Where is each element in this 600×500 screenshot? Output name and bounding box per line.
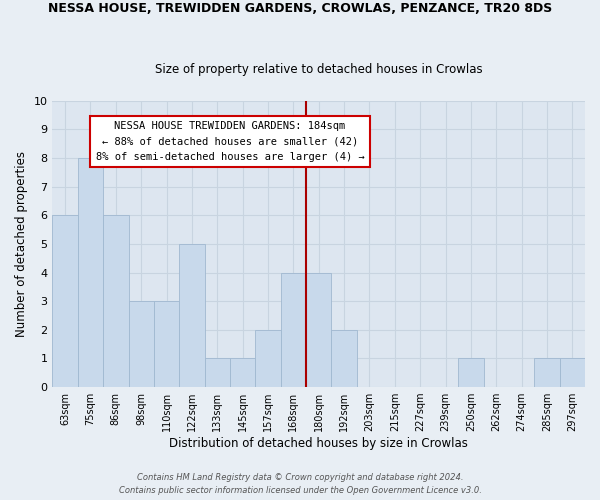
X-axis label: Distribution of detached houses by size in Crowlas: Distribution of detached houses by size …	[169, 437, 468, 450]
Bar	[560, 358, 585, 387]
Bar	[256, 330, 281, 387]
Bar	[458, 358, 484, 387]
Text: Contains HM Land Registry data © Crown copyright and database right 2024.
Contai: Contains HM Land Registry data © Crown c…	[119, 474, 481, 495]
Bar	[78, 158, 103, 387]
Text: NESSA HOUSE TREWIDDEN GARDENS: 184sqm
← 88% of detached houses are smaller (42)
: NESSA HOUSE TREWIDDEN GARDENS: 184sqm ← …	[95, 121, 364, 162]
Bar	[52, 216, 78, 387]
Bar	[331, 330, 357, 387]
Title: Size of property relative to detached houses in Crowlas: Size of property relative to detached ho…	[155, 63, 482, 76]
Bar	[230, 358, 256, 387]
Bar	[128, 301, 154, 387]
Bar	[179, 244, 205, 387]
Bar	[205, 358, 230, 387]
Y-axis label: Number of detached properties: Number of detached properties	[15, 151, 28, 337]
Text: NESSA HOUSE, TREWIDDEN GARDENS, CROWLAS, PENZANCE, TR20 8DS: NESSA HOUSE, TREWIDDEN GARDENS, CROWLAS,…	[48, 2, 552, 16]
Bar	[154, 301, 179, 387]
Bar	[281, 272, 306, 387]
Bar	[534, 358, 560, 387]
Bar	[306, 272, 331, 387]
Bar	[103, 216, 128, 387]
